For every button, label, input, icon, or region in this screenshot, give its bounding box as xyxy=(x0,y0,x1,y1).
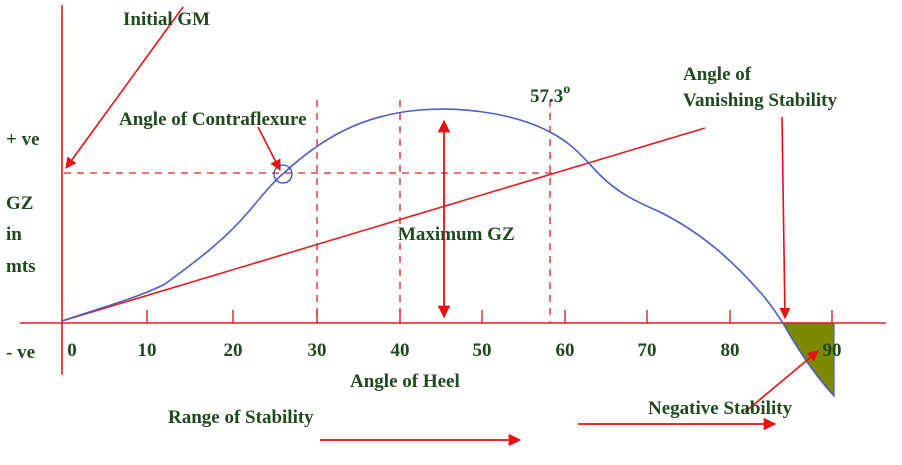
svg-text:10: 10 xyxy=(138,340,157,361)
vanishing-stability-arrow xyxy=(779,116,791,320)
mts-label: mts xyxy=(6,256,36,277)
gz-label: GZ xyxy=(6,193,33,214)
contraflexure-circle xyxy=(273,164,293,184)
svg-text:60: 60 xyxy=(556,340,575,361)
maximum-gz-label: Maximum GZ xyxy=(398,224,515,245)
svg-text:0: 0 xyxy=(67,340,77,361)
svg-text:80: 80 xyxy=(721,340,740,361)
contraflexure-arrow xyxy=(257,126,281,171)
gz-curve xyxy=(61,108,835,397)
plus-ve-label: + ve xyxy=(6,129,40,150)
svg-text:90: 90 xyxy=(823,340,842,361)
range-of-stability-label: Range of Stability xyxy=(168,407,314,428)
svg-text:20: 20 xyxy=(224,340,243,361)
negative-stability-arrow xyxy=(744,350,819,413)
minus-ve-label: - ve xyxy=(6,342,35,363)
vanishing-stability-label-line1: Angle of xyxy=(683,64,752,85)
vanishing-stability-label-line2: Vanishing Stability xyxy=(683,90,838,111)
svg-text:30: 30 xyxy=(308,340,327,361)
in-label: in xyxy=(6,224,22,245)
initial-gm-tangent-line xyxy=(61,127,706,322)
degree-value-label: 57.3o xyxy=(530,82,570,107)
angle-of-heel-label: Angle of Heel xyxy=(350,371,460,392)
svg-text:50: 50 xyxy=(473,340,492,361)
negative-stability-label: Negative Stability xyxy=(648,398,793,419)
initial-gm-arrow xyxy=(65,6,184,169)
x-axis-ticks xyxy=(146,310,833,323)
contraflexure-label: Angle of Contraflexure xyxy=(119,109,307,130)
svg-text:70: 70 xyxy=(638,340,657,361)
svg-text:40: 40 xyxy=(391,340,410,361)
x-axis-tick-labels: 0 10 20 30 40 50 60 70 80 90 xyxy=(67,340,841,361)
reference-dashed-lines xyxy=(64,100,552,323)
initial-gm-label: Initial GM xyxy=(123,9,210,30)
